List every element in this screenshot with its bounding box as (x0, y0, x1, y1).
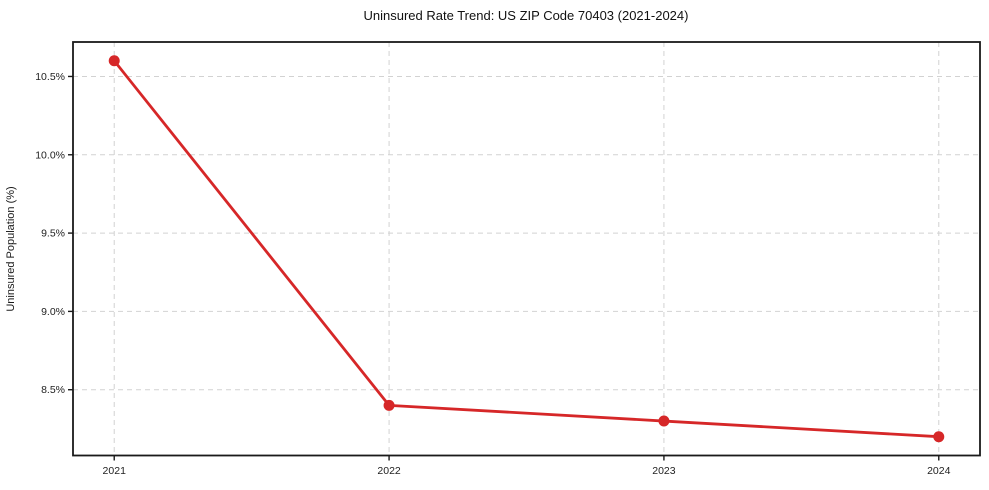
data-point-marker (658, 415, 670, 427)
chart-title: Uninsured Rate Trend: US ZIP Code 70403 … (364, 8, 689, 23)
y-tick-label: 10.5% (35, 71, 65, 83)
data-point-marker (383, 399, 395, 411)
y-axis-label: Uninsured Population (%) (5, 186, 17, 311)
y-tick-label: 9.0% (41, 306, 65, 318)
data-series (108, 55, 945, 443)
x-tick-label: 2021 (103, 465, 127, 477)
trend-line (112, 59, 941, 439)
x-tick-label: 2024 (927, 465, 951, 477)
x-tick-label: 2023 (652, 465, 676, 477)
grid-layer (73, 42, 980, 456)
y-axis: 8.5% 9.0% 9.5% 10.0% 10.5% (35, 71, 73, 396)
y-tick-label: 10.0% (35, 149, 65, 161)
y-tick-label: 9.5% (41, 228, 65, 240)
data-point-marker (933, 431, 945, 443)
x-tick-label: 2022 (377, 465, 401, 477)
plot-border (72, 41, 981, 457)
y-tick-label: 8.5% (41, 384, 65, 396)
data-point-marker (108, 55, 120, 67)
x-axis: 2021 2022 2023 2024 (103, 455, 951, 477)
